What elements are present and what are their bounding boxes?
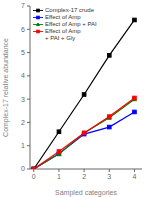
svg-text:0: 0 [32, 173, 36, 180]
html-text:Effect of Amp + PAI: Effect of Amp + PAI [45, 21, 97, 27]
svg-text:4: 4 [132, 173, 136, 180]
html-text:Effect of Amp: Effect of Amp [45, 14, 81, 20]
svg-text:Complex-17 relative abundance: Complex-17 relative abundance [8, 38, 10, 137]
svg-text:6: 6 [21, 26, 25, 33]
svg-text:1: 1 [57, 173, 61, 180]
html-text:Complex-17 crude: Complex-17 crude [45, 7, 94, 13]
svg-text:5: 5 [21, 49, 25, 56]
svg-text:3: 3 [107, 173, 111, 180]
svg-text:7: 7 [21, 2, 25, 9]
svg-text:1: 1 [21, 142, 25, 149]
svg-text:Sampled categories: Sampled categories [55, 189, 117, 197]
svg-text:0: 0 [21, 165, 25, 172]
svg-text:2: 2 [21, 119, 25, 126]
svg-text:3: 3 [21, 96, 25, 103]
svg-text:2: 2 [82, 173, 86, 180]
html-text:Effect of Amp + PAI + Gly: Effect of Amp + PAI + Gly [45, 28, 81, 41]
svg-text:4: 4 [21, 72, 25, 79]
